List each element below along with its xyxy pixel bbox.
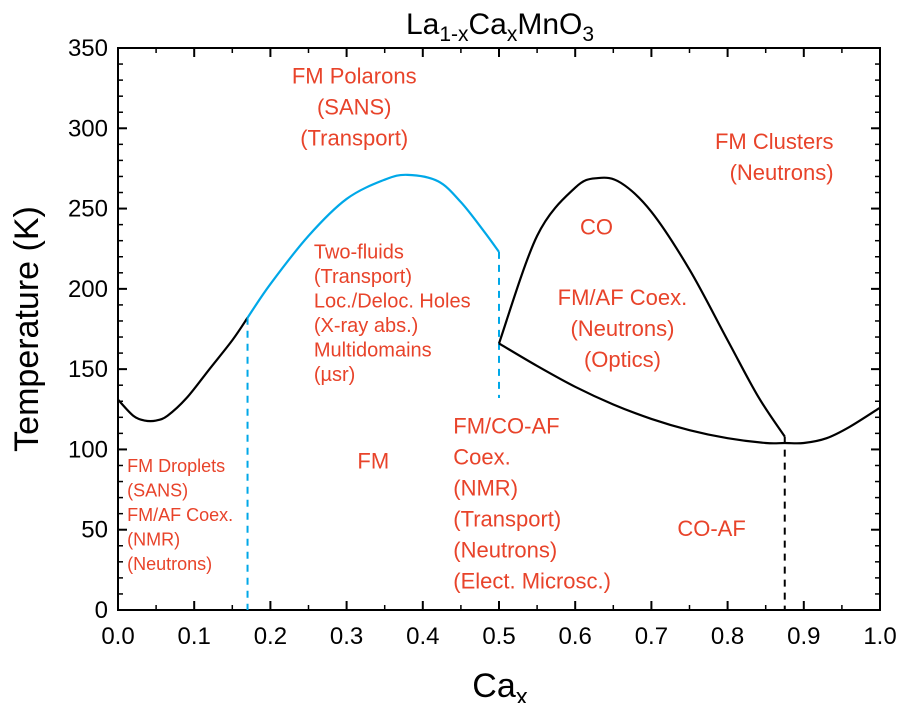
x-axis-title: Cax [472,667,527,703]
phase-boundary-line [497,176,786,438]
phase-boundary-line [498,342,881,445]
region-label: FM Droplets (SANS) FM/AF Coex. (NMR) (Neutro… [127,456,233,574]
y-tick-label: 50 [81,517,108,544]
region-label: CO [580,214,613,239]
x-tick-label: 0.4 [406,623,439,650]
x-tick-label: 0.3 [330,623,363,650]
x-tick-label: 0.6 [559,623,592,650]
phase-boundary-line [117,317,249,423]
x-tick-label: 0.2 [254,623,287,650]
region-label: FM Clusters (Neutrons) [715,129,834,185]
region-label: FM/AF Coex. (Neutrons) (Optics) [558,285,688,372]
y-tick-label: 300 [68,115,108,142]
y-tick-label: 0 [95,597,108,624]
region-label: CO-AF [677,516,745,541]
region-label: FM [357,449,389,474]
y-axis-title: Temperature (K) [8,206,46,452]
x-tick-label: 0.0 [101,623,134,650]
phase-boundary-line [246,173,500,319]
y-tick-label: 200 [68,276,108,303]
x-tick-label: 0.5 [482,623,515,650]
x-tick-label: 0.1 [178,623,211,650]
y-tick-label: 250 [68,196,108,223]
x-tick-label: 0.8 [711,623,744,650]
x-tick-label: 0.9 [787,623,820,650]
x-tick-label: 0.7 [635,623,668,650]
region-label: FM/CO-AF Coex. (NMR) (Transport) (Neutrons)(… [453,413,611,593]
plot-area: 0.0 0.1 0.2 0.3 0.4 0.5 0.6 0.7 0.8 0.9 1.0 0 50 100 1… [68,35,897,650]
y-tick-label: 150 [68,356,108,383]
y-tick-label: 350 [68,35,108,62]
chart-title: La1-xCaxMnO3 [406,8,594,46]
region-label: FM Polarons (SANS) (Transport) [292,63,417,150]
x-tick-label: 1.0 [863,623,896,650]
y-tick-label: 100 [68,436,108,463]
region-label: Two-fluids (Transport) Loc./Deloc. Holes (X… [314,241,471,386]
